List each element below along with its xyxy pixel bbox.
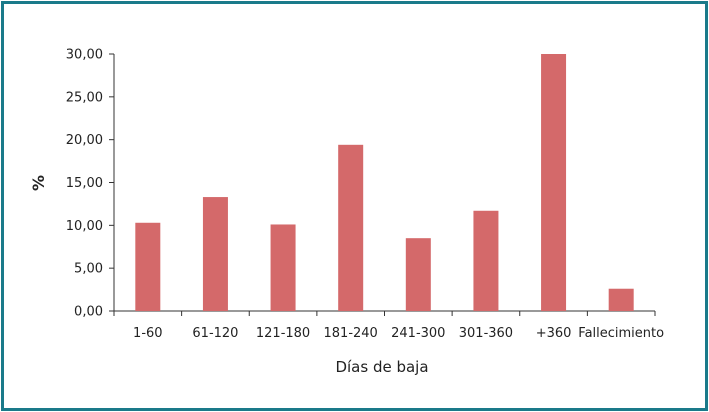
- bar: [202, 197, 228, 311]
- y-tick-label: 10,00: [66, 219, 103, 234]
- bar: [405, 238, 431, 311]
- x-tick-label: Fallecimiento: [578, 326, 664, 341]
- y-tick-label: 15,00: [66, 176, 103, 191]
- y-tick-label: 30,00: [66, 48, 103, 63]
- x-tick-label: 301-360: [459, 326, 513, 341]
- bar: [473, 210, 499, 311]
- bar: [541, 54, 567, 311]
- y-tick-label: 0,00: [74, 305, 103, 320]
- bar: [338, 144, 364, 311]
- y-tick-label: 20,00: [66, 133, 103, 148]
- x-tick-label: 61-120: [192, 326, 238, 341]
- x-axis-title: Días de baja: [335, 358, 428, 376]
- x-axis: 1-60 61-120 121-180 181-240 241-300 301-360 +3…: [113, 310, 664, 341]
- x-tick-label: 121-180: [256, 326, 310, 341]
- y-axis-title: %: [29, 175, 48, 191]
- y-tick-label: 5,00: [74, 262, 103, 277]
- y-tick-label: 25,00: [66, 90, 103, 105]
- x-tick-label: 241-300: [391, 326, 445, 341]
- bars: [135, 54, 634, 311]
- bar: [270, 224, 296, 311]
- x-tick-label: +360: [536, 326, 572, 341]
- y-axis: 0,00 5,00 10,00 15,00 20,00 25,00 30,00: [66, 48, 115, 320]
- x-tick-label: 181-240: [324, 326, 378, 341]
- x-tick-label: 1-60: [133, 326, 163, 341]
- bar: [135, 222, 161, 311]
- bar: [608, 288, 634, 311]
